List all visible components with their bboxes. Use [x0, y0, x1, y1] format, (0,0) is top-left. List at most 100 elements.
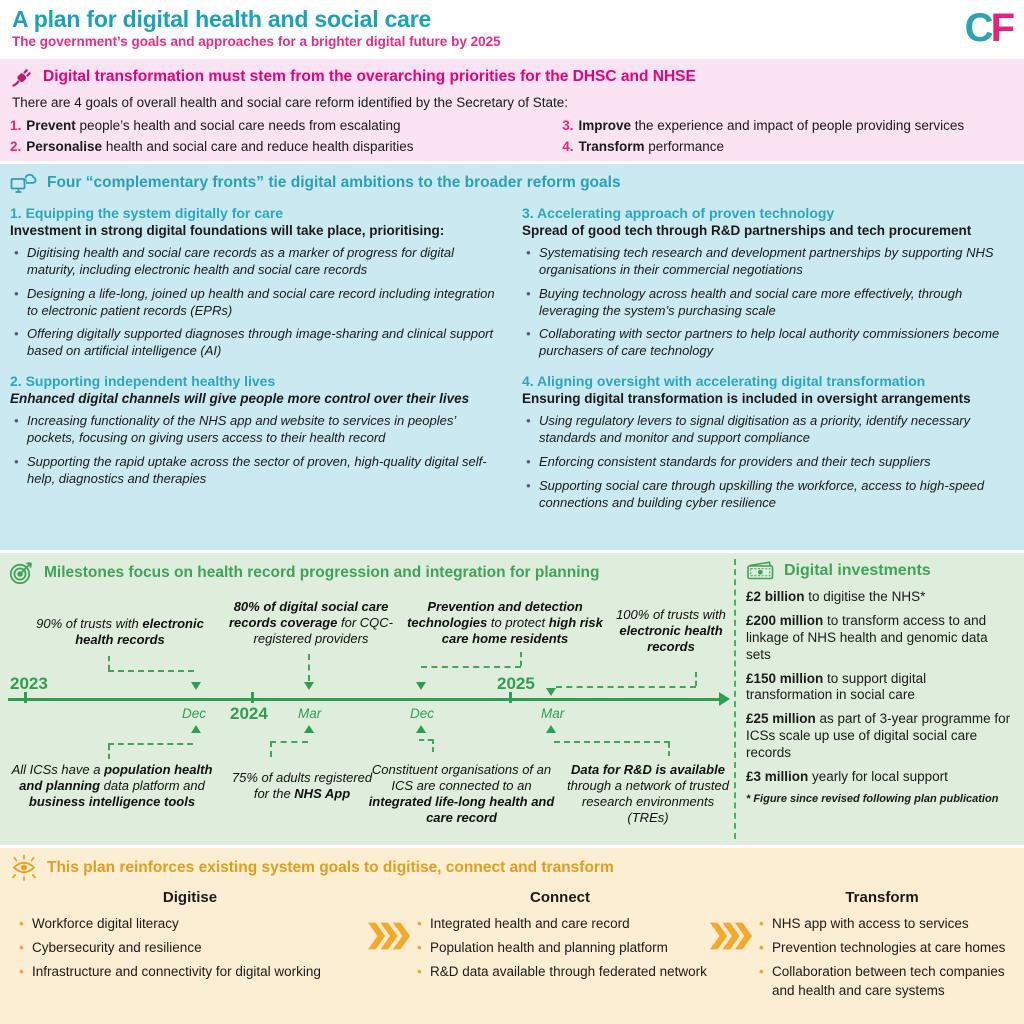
front-bullets: Using regulatory levers to signal digiti…: [522, 413, 1014, 511]
front-title: 1. Equipping the system digitally for ca…: [10, 205, 284, 221]
milestone-arrow: [546, 725, 556, 733]
bullet-item: Integrated health and care record: [417, 915, 708, 933]
front-section: 4. Aligning oversight with accelerating …: [522, 373, 1014, 511]
timeline-month-dec-2024: Dec: [410, 706, 435, 721]
timeline-tick: [24, 692, 27, 703]
connector: [308, 654, 310, 681]
milestone-bottom-3: Constituent organisations of an ICS are …: [368, 762, 555, 825]
system-goals-heading: This plan reinforces existing system goa…: [47, 858, 614, 876]
reform-goal: 3. Improve the experience and impact of p…: [562, 118, 965, 133]
bullet-item: Infrastructure and connectivity for digi…: [19, 963, 366, 981]
milestone-bottom-2: 75% of adults registered for the NHS App: [231, 770, 373, 801]
milestone-arrow: [546, 688, 556, 696]
milestone-top-3: Prevention and detection technologies to…: [407, 599, 603, 646]
front-lead: Ensuring digital transformation is inclu…: [522, 391, 971, 407]
cloud-sync-icon: [10, 170, 38, 196]
target-icon: [8, 559, 35, 586]
system-goals-column-transform: Transform NHS app with access to services…: [754, 889, 1010, 1006]
connector: [108, 670, 194, 672]
triple-chevron-right-icon: [708, 889, 754, 1006]
timeline-axis-arrowhead: [719, 692, 730, 706]
system-goal-title: Transform: [845, 889, 919, 906]
milestone-top-2: 80% of digital social care records cover…: [228, 599, 394, 646]
triple-chevron-right-icon: [366, 889, 412, 1006]
bullet-item: Designing a life-long, joined up health …: [14, 286, 502, 320]
system-goals-columns: Digitise Workforce digital literacy Cybers…: [10, 889, 1014, 1006]
milestone-arrow: [416, 682, 426, 690]
investment-item: £3 million yearly for local support: [746, 768, 948, 784]
money-icon: [746, 559, 775, 582]
front-title: 2. Supporting independent healthy lives: [10, 373, 276, 390]
system-goals-column-digitise: Digitise Workforce digital literacy Cybers…: [14, 889, 366, 1006]
priorities-section: Digital transformation must stem from th…: [0, 59, 1024, 161]
bullet-item: Digitising health and social care record…: [14, 245, 502, 279]
bullet-item: Systematising tech research and developm…: [526, 245, 1014, 279]
page-title: A plan for digital health and social car…: [12, 6, 432, 32]
fronts-columns: 1. Equipping the system digitally for ca…: [10, 205, 1014, 519]
reform-goal: 2. Personalise health and social care and…: [10, 138, 414, 154]
investments-heading: Digital investments: [784, 561, 931, 579]
bullet-item: Supporting social care through upskillin…: [526, 478, 1014, 512]
reform-goals-list: 1. Prevent people’s health and social car…: [10, 114, 1014, 160]
logo-letter-c: C: [964, 6, 994, 50]
bullet-item: R&D data available through federated net…: [417, 963, 708, 981]
connector: [520, 652, 522, 666]
milestone-top-1: 90% of trusts with electronic health rec…: [36, 616, 204, 647]
bullet-item: Collaboration between tech companies and…: [759, 963, 1010, 999]
investments-list: £2 billion to digitise the NHS* £200 mill…: [746, 589, 1016, 786]
connector: [108, 745, 110, 759]
investment-item: £25 million as part of 3-year programme …: [746, 711, 1011, 760]
milestones-header: Milestones focus on health record progre…: [8, 559, 734, 586]
timeline-year-2025: 2025: [497, 674, 535, 693]
front-lead: Spread of good tech through R&D partners…: [522, 223, 972, 238]
connector: [270, 741, 308, 743]
plug-icon: [10, 65, 34, 89]
reform-goal: 1. Prevent people’s health and social car…: [10, 118, 401, 133]
front-lead: Investment in strong digital foundations…: [10, 223, 445, 238]
front-bullets: Increasing functionality of the NHS app …: [10, 413, 502, 488]
eye-icon: [10, 854, 38, 881]
goals-column-right: 3. Improve the experience and impact of p…: [562, 114, 1014, 160]
system-goal-bullets: NHS app with access to services Preventio…: [754, 915, 1010, 1000]
connector: [270, 741, 272, 757]
bullet-item: NHS app with access to services: [759, 915, 1010, 933]
milestone-top-4: 100% of trusts with electronic health re…: [616, 607, 726, 654]
fronts-section: Four “complementary fronts” tie digital …: [0, 164, 1024, 550]
front-section: 2. Supporting independent healthy lives E…: [10, 373, 502, 487]
priorities-header: Digital transformation must stem from th…: [10, 65, 1014, 89]
bullet-item: Prevention technologies at care homes: [759, 939, 1010, 957]
milestone-bottom-4: Data for R&D is available through a netw…: [567, 762, 729, 825]
bullet-item: Buying technology across health and soci…: [526, 286, 1014, 320]
system-goal-bullets: Integrated health and care record Populat…: [412, 915, 708, 982]
system-goal-bullets: Workforce digital literacy Cybersecurity …: [14, 915, 366, 982]
front-title: 4. Aligning oversight with accelerating …: [522, 373, 926, 390]
goals-column-left: 1. Prevent people’s health and social car…: [10, 114, 562, 160]
investments-panel: Digital investments £2 billion to digiti…: [734, 559, 1016, 839]
fronts-column-left: 1. Equipping the system digitally for ca…: [10, 205, 502, 519]
milestone-arrow: [304, 725, 314, 733]
fronts-column-right: 3. Accelerating approach of proven techn…: [522, 205, 1014, 519]
investment-item: £200 million to transform access to and …: [746, 612, 988, 662]
timeline-tick: [251, 692, 254, 703]
bullet-item: Enforcing consistent standards for provi…: [526, 454, 1014, 471]
connector: [108, 743, 193, 745]
bullet-item: Population health and planning platform: [417, 939, 708, 957]
priorities-heading: Digital transformation must stem from th…: [43, 68, 696, 85]
system-goals-column-connect: Connect Integrated health and care record…: [412, 889, 708, 1006]
bullet-item: Workforce digital literacy: [19, 915, 366, 933]
connector: [421, 666, 521, 668]
timeline-year-2024: 2024: [230, 704, 268, 723]
bullet-item: Increasing functionality of the NHS app …: [14, 413, 502, 447]
connector: [556, 686, 696, 688]
system-goals-header: This plan reinforces existing system goa…: [10, 854, 1014, 881]
timeline: 90% of trusts with electronic health rec…: [8, 592, 734, 838]
header: A plan for digital health and social car…: [0, 0, 1024, 56]
investment-item: £150 million to support digital transfor…: [746, 670, 927, 703]
logo-letter-f: F: [990, 6, 1016, 50]
bullet-item: Cybersecurity and resilience: [19, 939, 366, 957]
investments-footnote: * Figure since revised following plan pu…: [746, 792, 999, 805]
cf-logo: CF: [964, 6, 1016, 50]
milestones-heading: Milestones focus on health record progre…: [44, 563, 600, 581]
milestone-arrow: [191, 725, 201, 733]
connector: [554, 741, 670, 743]
